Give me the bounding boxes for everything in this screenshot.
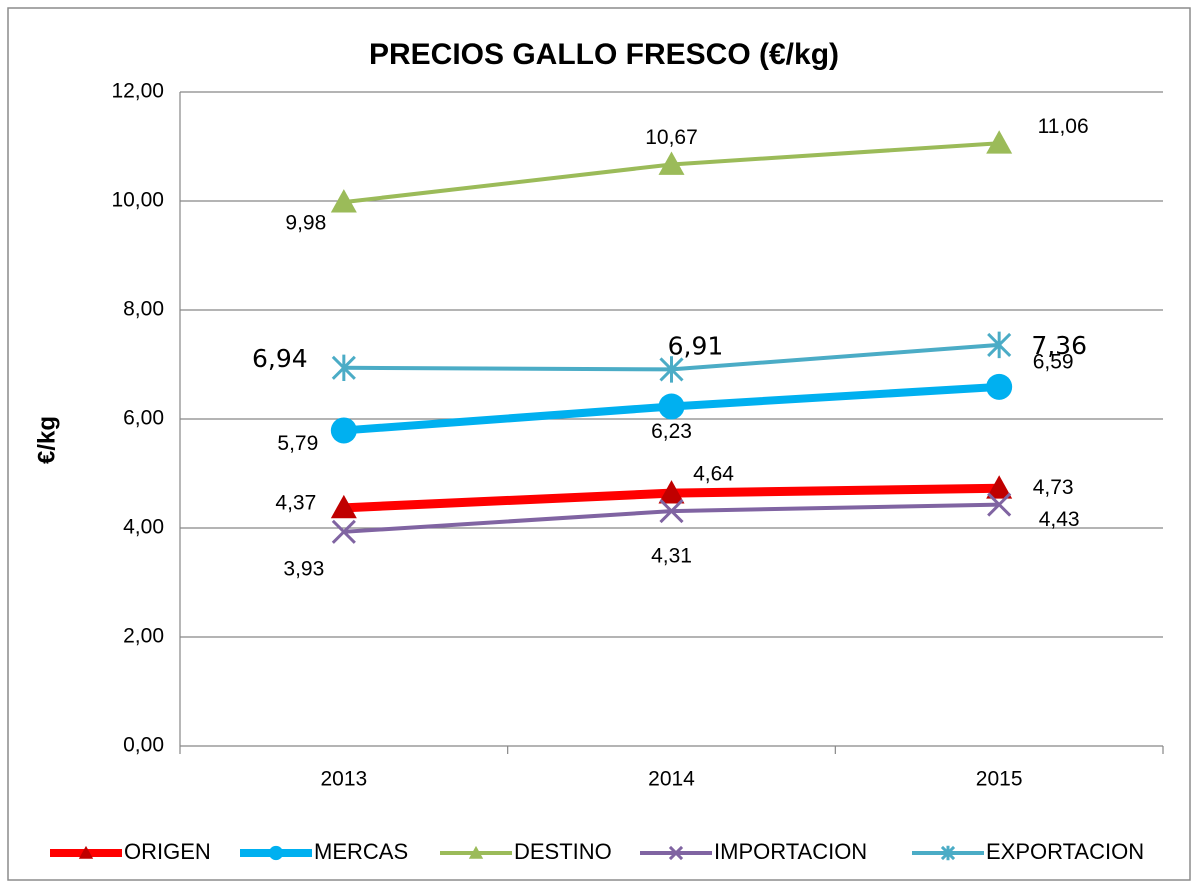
y-tick-label: 8,00 bbox=[123, 298, 164, 321]
marker bbox=[986, 373, 1013, 400]
y-tick-label: 10,00 bbox=[111, 189, 164, 212]
y-axis-label: €/kg bbox=[33, 416, 60, 464]
data-label: 11,06 bbox=[1038, 115, 1089, 138]
data-label: 6,94 bbox=[252, 344, 308, 373]
marker bbox=[468, 845, 484, 859]
marker bbox=[658, 151, 685, 175]
marker bbox=[331, 354, 356, 381]
marker bbox=[330, 494, 357, 519]
y-tick-label: 4,00 bbox=[123, 516, 164, 539]
marker bbox=[659, 499, 684, 524]
marker bbox=[78, 845, 94, 859]
marker bbox=[986, 475, 1013, 499]
marker bbox=[987, 492, 1012, 517]
data-label: 9,98 bbox=[285, 212, 326, 235]
data-label: 4,64 bbox=[693, 463, 734, 486]
marker bbox=[331, 519, 356, 544]
marker bbox=[330, 189, 357, 213]
legend-label: EXPORTACION bbox=[986, 839, 1144, 864]
legend-label: IMPORTACION bbox=[714, 839, 867, 864]
data-label: 6,59 bbox=[1033, 350, 1074, 373]
data-label: 6,91 bbox=[668, 331, 724, 360]
x-tick-label: 2015 bbox=[976, 768, 1023, 791]
data-label: 4,73 bbox=[1033, 476, 1074, 499]
data-label: 5,79 bbox=[277, 432, 318, 455]
x-tick-label: 2014 bbox=[648, 768, 695, 791]
marker bbox=[330, 417, 357, 444]
chart-title: PRECIOS GALLO FRESCO (€/kg) bbox=[369, 38, 839, 71]
legend-label: ORIGEN bbox=[124, 839, 211, 864]
data-label: 3,93 bbox=[283, 557, 324, 580]
marker bbox=[986, 130, 1013, 154]
y-tick-label: 2,00 bbox=[123, 625, 164, 648]
data-label: 10,67 bbox=[645, 126, 698, 149]
data-label: 7,36 bbox=[1031, 331, 1087, 360]
x-tick-label: 2013 bbox=[320, 768, 367, 791]
data-label: 4,43 bbox=[1039, 508, 1080, 531]
marker bbox=[668, 845, 684, 861]
marker bbox=[268, 845, 284, 861]
data-label: 4,31 bbox=[651, 545, 692, 568]
legend-label: MERCAS bbox=[314, 839, 408, 864]
y-tick-label: 12,00 bbox=[111, 80, 164, 103]
marker bbox=[659, 356, 684, 383]
data-label: 4,37 bbox=[275, 491, 316, 514]
data-label: 6,23 bbox=[651, 420, 692, 443]
marker bbox=[940, 845, 956, 861]
marker bbox=[987, 331, 1012, 359]
chart-frame bbox=[7, 7, 1191, 881]
legend-label: DESTINO bbox=[514, 839, 612, 864]
marker bbox=[658, 480, 685, 504]
y-tick-label: 0,00 bbox=[123, 734, 164, 757]
y-tick-label: 6,00 bbox=[123, 407, 164, 430]
marker bbox=[658, 393, 685, 420]
